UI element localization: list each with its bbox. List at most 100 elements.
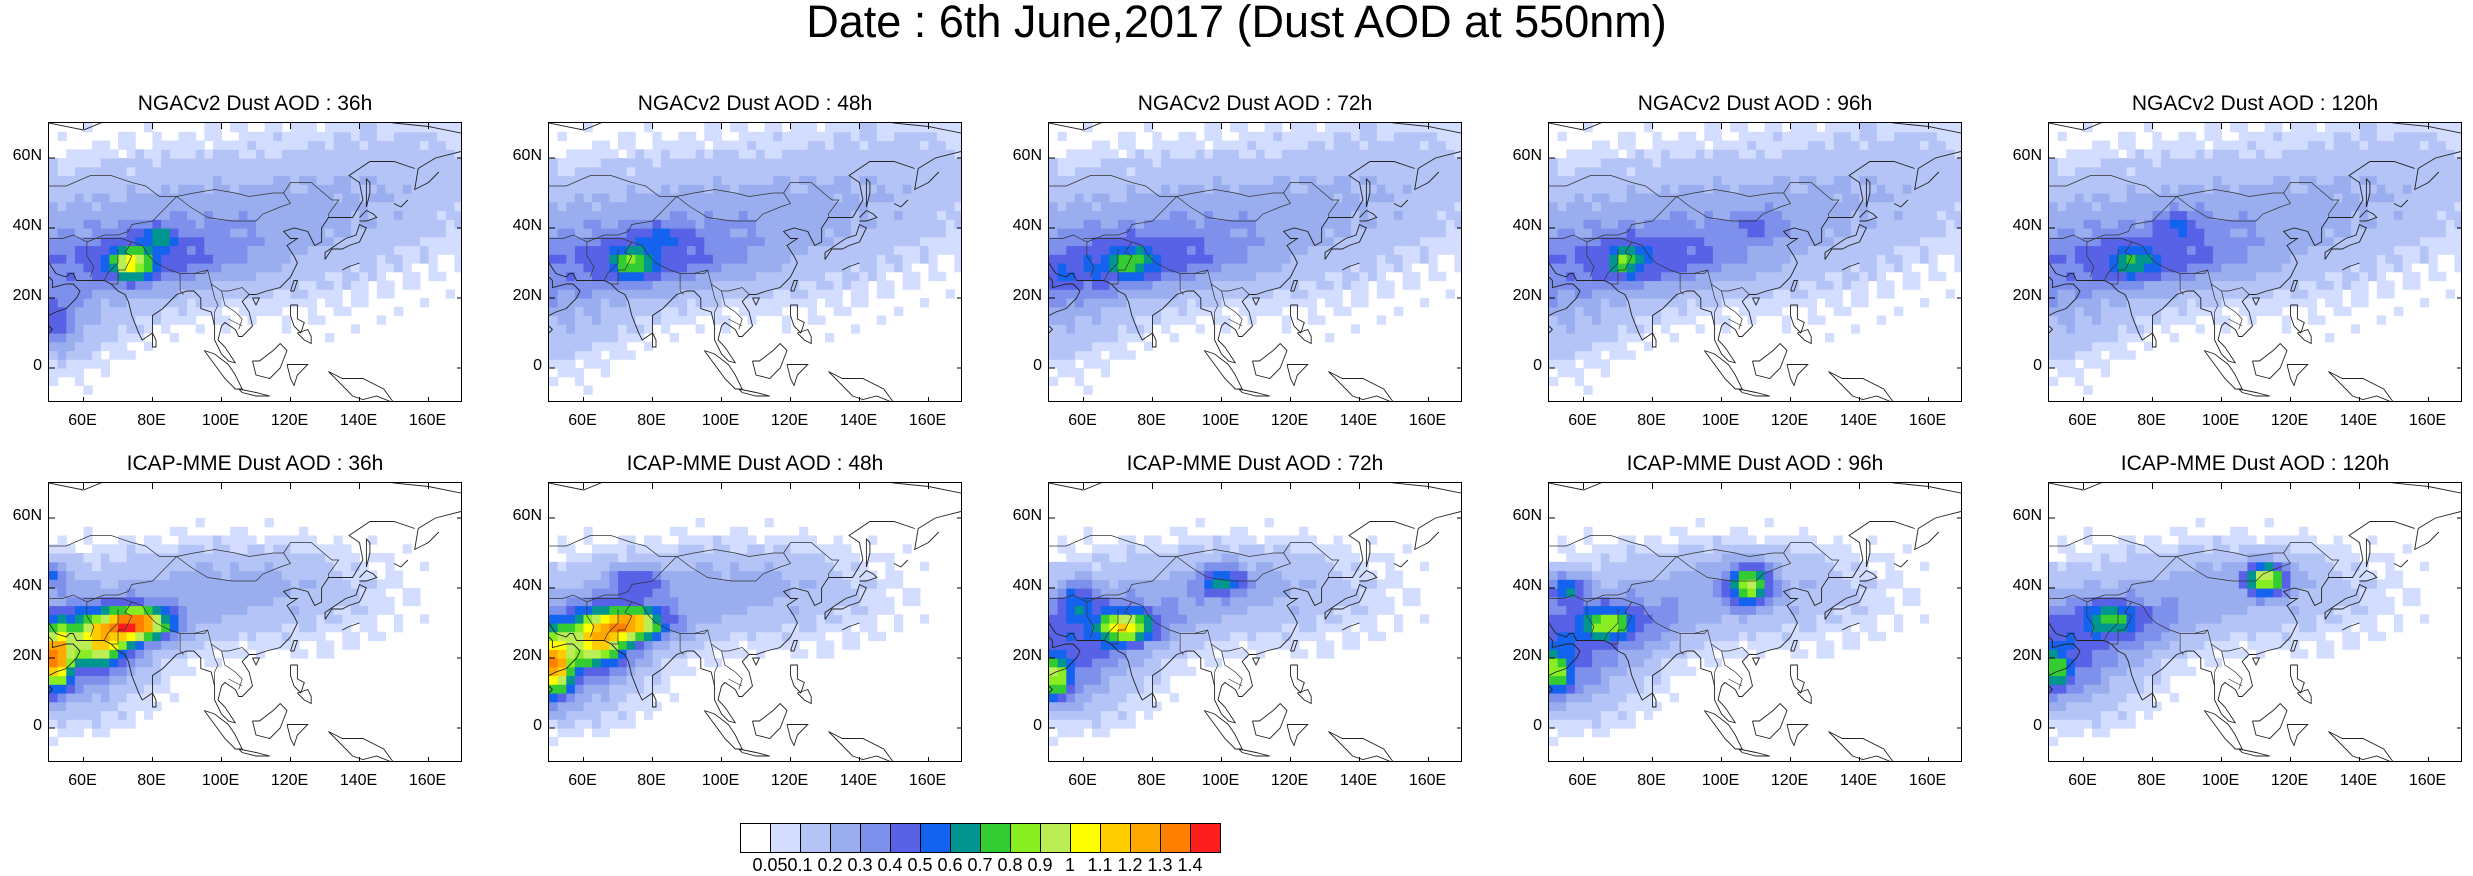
coastline (1791, 665, 1805, 693)
coastline (2239, 389, 2270, 396)
lon-tick-label: 60E (53, 772, 113, 790)
lon-tick-label: 100E (191, 412, 251, 430)
colorbar-swatch (860, 823, 891, 853)
lat-tick-label: 60N (2, 147, 42, 165)
country-border (728, 679, 742, 686)
coastline (1287, 725, 1308, 746)
coastline (829, 732, 895, 763)
colorbar-swatch (1010, 823, 1041, 853)
lon-tick-label: 100E (691, 412, 751, 430)
coastline (287, 725, 308, 746)
country-border (2228, 679, 2242, 686)
lon-tick-label: 120E (1260, 772, 1320, 790)
coastline (2253, 658, 2260, 665)
dust-aod-map (48, 122, 462, 402)
lon-tick-label: 60E (1053, 412, 1113, 430)
lon-tick-label: 140E (2329, 412, 2389, 430)
lon-tick-label: 160E (898, 412, 958, 430)
coastline (1253, 344, 1288, 379)
coastline (1753, 344, 1788, 379)
lat-tick-label: 60N (1002, 507, 1042, 525)
panel-title: ICAP-MME Dust AOD : 36h (48, 452, 462, 476)
lat-tick-label: 40N (1002, 577, 1042, 595)
lat-tick-label: 0 (1002, 357, 1042, 375)
lon-tick-label: 140E (329, 412, 389, 430)
coastline (415, 511, 462, 550)
lat-tick-label: 20N (1502, 647, 1542, 665)
dust-aod-map (48, 482, 462, 762)
map-svg (549, 483, 962, 762)
coastline (2394, 560, 2408, 567)
dust-aod-map (548, 122, 962, 402)
lon-tick-label: 60E (2053, 412, 2113, 430)
colorbar-swatch (740, 823, 771, 853)
coastline (1329, 372, 1395, 403)
lon-tick-label: 140E (1329, 412, 1389, 430)
coastline (1329, 732, 1395, 763)
colorbar-swatch (770, 823, 801, 853)
lat-tick-label: 0 (2002, 717, 2042, 735)
lon-tick-label: 160E (1898, 412, 1958, 430)
coastline (2415, 511, 2462, 550)
lon-tick-label: 120E (260, 412, 320, 430)
aod-shading (2049, 518, 2429, 746)
coastline (1253, 704, 1288, 739)
lon-tick-label: 100E (2191, 772, 2251, 790)
panel-title: ICAP-MME Dust AOD : 72h (1048, 452, 1462, 476)
lat-tick-label: 20N (2, 287, 42, 305)
lon-tick-label: 60E (1053, 772, 1113, 790)
coastline (787, 725, 808, 746)
colorbar-swatch (1040, 823, 1071, 853)
lon-tick-label: 80E (1122, 412, 1182, 430)
colorbar-swatch (1130, 823, 1161, 853)
coastline (829, 372, 895, 403)
map-svg (1049, 483, 1462, 762)
coastline (49, 483, 462, 494)
panel-title: NGACv2 Dust AOD : 96h (1548, 92, 1962, 116)
lon-tick-label: 100E (1191, 772, 1251, 790)
coastline (753, 704, 788, 739)
lon-tick-label: 100E (1691, 412, 1751, 430)
coastline (1291, 665, 1305, 693)
dust-aod-map (1048, 122, 1462, 402)
country-border (1728, 679, 1742, 686)
colorbar-swatch (1190, 823, 1221, 853)
lat-tick-label: 60N (2002, 147, 2042, 165)
lat-tick-label: 40N (2, 217, 42, 235)
aod-shading (1549, 518, 1929, 746)
lon-tick-label: 60E (1553, 412, 1613, 430)
lat-tick-label: 20N (502, 287, 542, 305)
lon-tick-label: 120E (2260, 772, 2320, 790)
coastline (2329, 372, 2395, 403)
lon-tick-label: 60E (1553, 772, 1613, 790)
colorbar-swatch (1100, 823, 1131, 853)
lon-tick-label: 100E (1191, 412, 1251, 430)
lon-tick-label: 60E (2053, 772, 2113, 790)
lon-tick-label: 100E (691, 772, 751, 790)
lon-tick-label: 80E (2122, 772, 2182, 790)
panel-title: ICAP-MME Dust AOD : 96h (1548, 452, 1962, 476)
lat-tick-label: 0 (2, 717, 42, 735)
coastline (549, 483, 962, 494)
coastline (2287, 365, 2308, 386)
lon-tick-label: 140E (829, 772, 889, 790)
lat-tick-label: 40N (1502, 577, 1542, 595)
lon-tick-label: 160E (1398, 412, 1458, 430)
coastline (1829, 372, 1895, 403)
dust-aod-map (1548, 482, 1962, 762)
lon-tick-label: 120E (1260, 412, 1320, 430)
coastline (791, 305, 805, 333)
lat-tick-label: 0 (502, 717, 542, 735)
coastline (394, 560, 408, 567)
lon-tick-label: 160E (2398, 412, 2458, 430)
coastline (739, 389, 770, 396)
lon-tick-label: 80E (622, 412, 682, 430)
lon-tick-label: 160E (898, 772, 958, 790)
lon-tick-label: 60E (553, 772, 613, 790)
lat-tick-label: 20N (2002, 287, 2042, 305)
lat-tick-label: 40N (2002, 577, 2042, 595)
map-svg (2049, 123, 2462, 402)
map-svg (1549, 123, 1962, 402)
lon-tick-label: 100E (1691, 772, 1751, 790)
panel-title: ICAP-MME Dust AOD : 48h (548, 452, 962, 476)
